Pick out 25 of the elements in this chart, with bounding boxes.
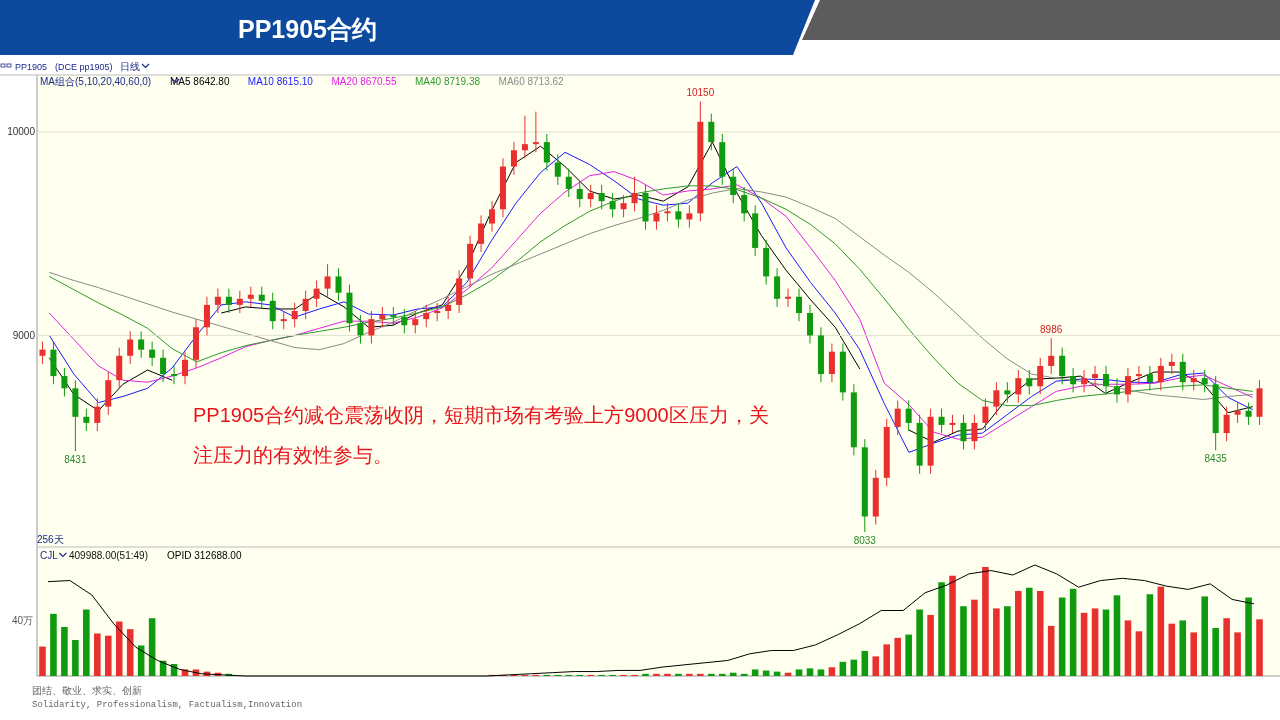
text: PP1905 bbox=[15, 62, 48, 72]
text: MA10 8615.10 bbox=[247, 76, 314, 87]
annotation: 8986 bbox=[1040, 324, 1063, 336]
text: 日线 bbox=[120, 61, 140, 72]
annotation: 10150 bbox=[686, 87, 715, 99]
text: Solidarity, Professionalism, Factualism,Innovation bbox=[32, 700, 303, 710]
text: 40万 bbox=[11, 615, 33, 626]
text: 409988.00(51:49) bbox=[69, 550, 148, 561]
text: 团结、敬业、求实、创新 bbox=[32, 685, 142, 696]
text: MA5 8642.80 bbox=[170, 76, 230, 87]
text: CJL bbox=[40, 550, 59, 561]
annotation: 8435 bbox=[1204, 453, 1228, 465]
text: MA40 8719.38 bbox=[415, 76, 481, 87]
annotation: 256天 bbox=[37, 534, 64, 545]
text: OPID 312688.00 bbox=[167, 550, 242, 561]
text: (DCE pp1905) bbox=[55, 62, 113, 72]
annotation: 8033 bbox=[853, 535, 877, 547]
y-tick-label: 10000 bbox=[7, 126, 36, 138]
chart-title: PP1905合约 bbox=[238, 15, 377, 43]
annotation: MA组合(5,10,20,40,60,0) bbox=[40, 76, 152, 87]
annotation: 8431 bbox=[64, 454, 87, 466]
annotation: PP1905合约减仓震荡收阴，短期市场有考验上方9000区压力，关注压力的有效性参与。 bbox=[193, 404, 769, 466]
y-tick-label: 9000 bbox=[12, 329, 36, 341]
text: MA60 8713.62 bbox=[498, 76, 565, 87]
text: MA20 8670.55 bbox=[331, 76, 397, 87]
